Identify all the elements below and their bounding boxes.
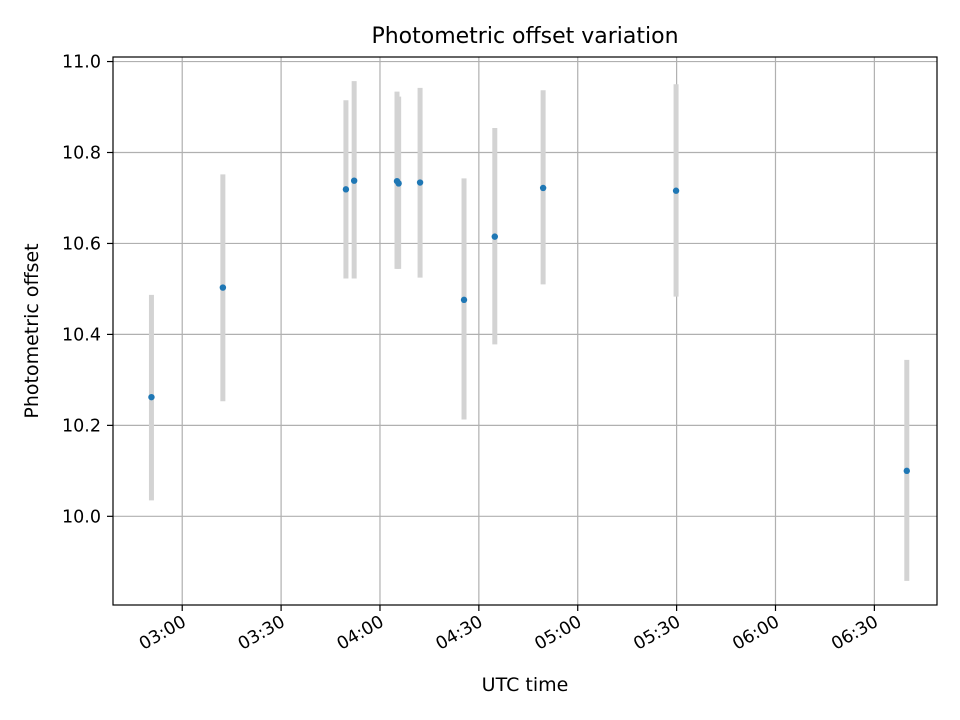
x-tick-label: 05:30 bbox=[630, 612, 684, 655]
data-point bbox=[491, 233, 498, 240]
grid-lines bbox=[113, 57, 937, 605]
data-point bbox=[416, 179, 424, 186]
x-tick-label: 03:00 bbox=[136, 612, 190, 655]
chart-title: Photometric offset variation bbox=[371, 24, 678, 49]
data-point bbox=[395, 180, 402, 187]
x-tick-label: 04:30 bbox=[433, 612, 487, 655]
data-point bbox=[350, 177, 358, 184]
y-tick-label: 11.0 bbox=[62, 53, 101, 73]
x-axis-ticks: 03:00 03:30 04:00 04:30 05:00 05:30 06:00 06:30 bbox=[136, 605, 882, 655]
y-tick-label: 10.4 bbox=[62, 325, 101, 345]
data-point bbox=[148, 393, 155, 401]
x-tick-label: 06:00 bbox=[729, 612, 783, 655]
x-tick-label: 03:30 bbox=[235, 612, 289, 655]
x-tick-label: 05:00 bbox=[532, 612, 586, 655]
x-tick-label: 04:00 bbox=[334, 612, 388, 655]
y-axis-ticks: 10.0 10.2 10.4 10.6 10.8 11.0 bbox=[62, 53, 113, 527]
data-point bbox=[342, 186, 350, 193]
data-point bbox=[903, 467, 910, 475]
data-points bbox=[148, 177, 910, 475]
y-tick-label: 10.2 bbox=[62, 416, 101, 436]
error-bars bbox=[148, 81, 910, 581]
data-point bbox=[219, 284, 227, 291]
y-tick-label: 10.8 bbox=[62, 144, 101, 164]
data-point bbox=[539, 184, 547, 192]
y-tick-label: 10.6 bbox=[62, 234, 101, 254]
y-axis-label: Photometric offset bbox=[21, 243, 43, 418]
data-point bbox=[460, 296, 468, 304]
x-axis-label: UTC time bbox=[482, 674, 569, 696]
x-tick-label: 06:30 bbox=[828, 612, 882, 655]
plot-frame bbox=[112, 56, 938, 606]
y-tick-label: 10.0 bbox=[62, 507, 101, 527]
data-point bbox=[672, 187, 680, 194]
